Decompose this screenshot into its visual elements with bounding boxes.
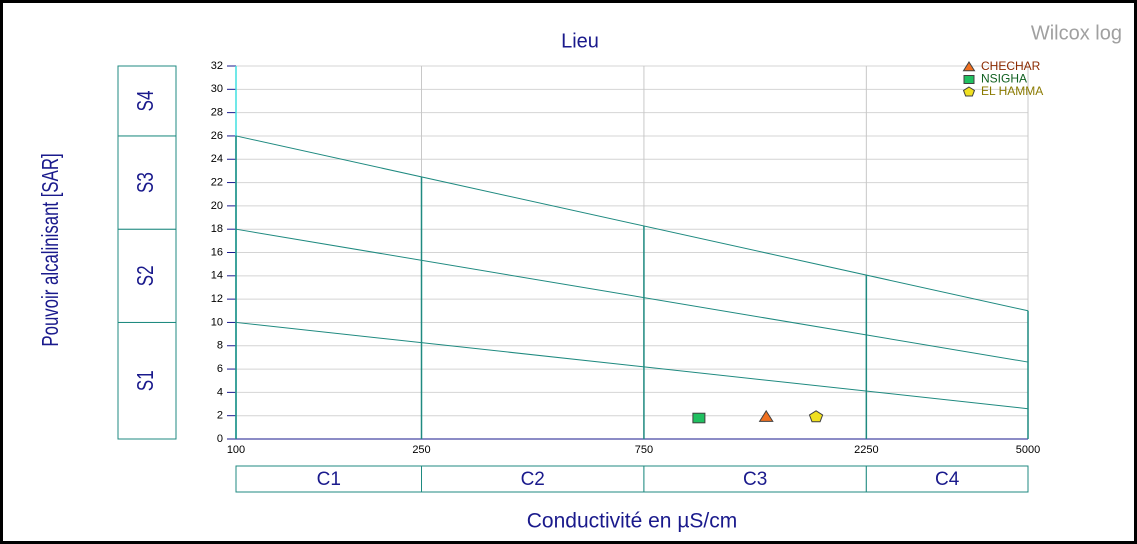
y-tick-label: 18 — [211, 223, 223, 235]
y-axis-label: Pouvoir alcalinisant [SAR] — [39, 153, 64, 346]
x-axis-label: Conductivité en µS/cm — [527, 510, 738, 533]
y-tick-label: 16 — [211, 246, 223, 258]
c-class-box — [421, 465, 645, 493]
boundary-line — [235, 228, 1029, 363]
s-class-label: S4 — [134, 91, 159, 112]
legend-label: NSIGHA — [981, 72, 1027, 86]
y-tick-label: 14 — [211, 270, 223, 282]
s-class-label: S3 — [134, 172, 159, 193]
legend-label: CHECHAR — [981, 59, 1041, 73]
boundary-line — [235, 135, 1029, 312]
x-tick-label: 750 — [635, 444, 653, 456]
c-class-box — [235, 465, 423, 493]
x-tick-label: 2250 — [854, 444, 878, 456]
s-class-box — [117, 135, 177, 230]
c-class-label: C4 — [935, 469, 960, 490]
marker — [808, 410, 824, 423]
legend-label: EL HAMMA — [981, 84, 1043, 98]
y-tick-label: 22 — [211, 176, 223, 188]
y-tick-label: 2 — [217, 410, 223, 422]
c-class-label: C3 — [743, 469, 767, 490]
marker — [692, 412, 706, 424]
s-class-label: S1 — [134, 370, 159, 391]
c-class-box — [643, 465, 867, 493]
x-tick-label: 250 — [412, 444, 430, 456]
boundary-line — [235, 321, 1029, 410]
s-class-box — [117, 65, 177, 137]
marker — [758, 409, 774, 422]
s-class-label: S2 — [134, 265, 159, 286]
chart-title: Lieu — [561, 30, 599, 52]
y-tick-label: 28 — [211, 107, 223, 119]
y-tick-label: 26 — [211, 130, 223, 142]
y-tick-label: 24 — [211, 153, 223, 165]
y-tick-label: 4 — [217, 386, 223, 398]
corner-label: Wilcox log — [1031, 22, 1122, 44]
y-tick-label: 10 — [211, 316, 223, 328]
marker — [963, 75, 975, 84]
y-tick-label: 6 — [217, 363, 223, 375]
x-tick-label: 100 — [227, 444, 245, 456]
y-tick-label: 8 — [217, 340, 223, 352]
c-class-label: C2 — [521, 469, 545, 490]
c-class-label: C1 — [317, 469, 341, 490]
marker — [962, 86, 976, 97]
y-tick-label: 20 — [211, 200, 223, 212]
y-tick-label: 30 — [211, 83, 223, 95]
c-class-box — [865, 465, 1029, 493]
marker — [962, 61, 976, 72]
y-tick-label: 0 — [217, 433, 223, 445]
y-tick-label: 32 — [211, 60, 223, 72]
y-tick-label: 12 — [211, 293, 223, 305]
s-class-box — [117, 228, 177, 323]
x-tick-label: 5000 — [1016, 444, 1040, 456]
